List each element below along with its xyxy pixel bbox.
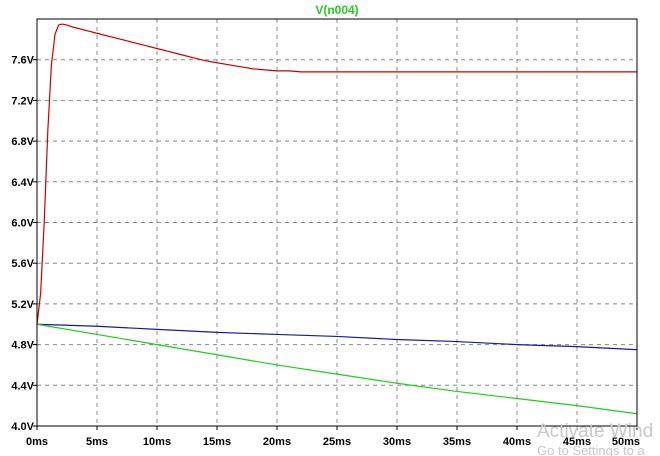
y-tick-label: 4.0V: [11, 421, 34, 433]
y-tick-label: 7.2V: [11, 95, 34, 107]
activate-windows-watermark-line1: Activate Wind: [537, 421, 653, 442]
x-tick-label: 0ms: [26, 436, 48, 448]
x-tick-label: 10ms: [143, 436, 171, 448]
x-tick-label: 25ms: [323, 436, 351, 448]
x-tick-label: 40ms: [503, 436, 531, 448]
x-tick-label: 15ms: [203, 436, 231, 448]
y-tick-label: 6.8V: [11, 136, 34, 148]
y-tick-label: 5.2V: [11, 299, 34, 311]
y-tick-label: 7.6V: [11, 55, 34, 67]
y-tick-label: 4.8V: [11, 340, 34, 352]
x-tick-label: 20ms: [263, 436, 291, 448]
y-tick-label: 5.6V: [11, 258, 34, 270]
series-layer: [36, 23, 638, 415]
x-tick-label: 50ms: [612, 436, 640, 448]
x-tick-label: 30ms: [383, 436, 411, 448]
grid: [37, 19, 637, 426]
activate-windows-watermark-line2: Go to Settings to a: [537, 443, 645, 456]
y-tick-label: 4.4V: [11, 380, 34, 392]
x-tick-label: 35ms: [443, 436, 471, 448]
trace-title[interactable]: V(n004): [315, 3, 358, 17]
y-tick-label: 6.4V: [11, 177, 34, 189]
axis-tick-labels: 0ms 5ms 10ms 15ms 20ms 25ms 30ms 35ms 40ms 45ms 50…: [11, 55, 640, 448]
x-tick-label: 45ms: [563, 436, 591, 448]
series-line-3: [36, 323, 638, 415]
x-tick-label: 5ms: [86, 436, 108, 448]
series-line-2: [36, 323, 638, 351]
series-line-1: [36, 23, 637, 325]
y-tick-label: 6.0V: [11, 218, 34, 230]
